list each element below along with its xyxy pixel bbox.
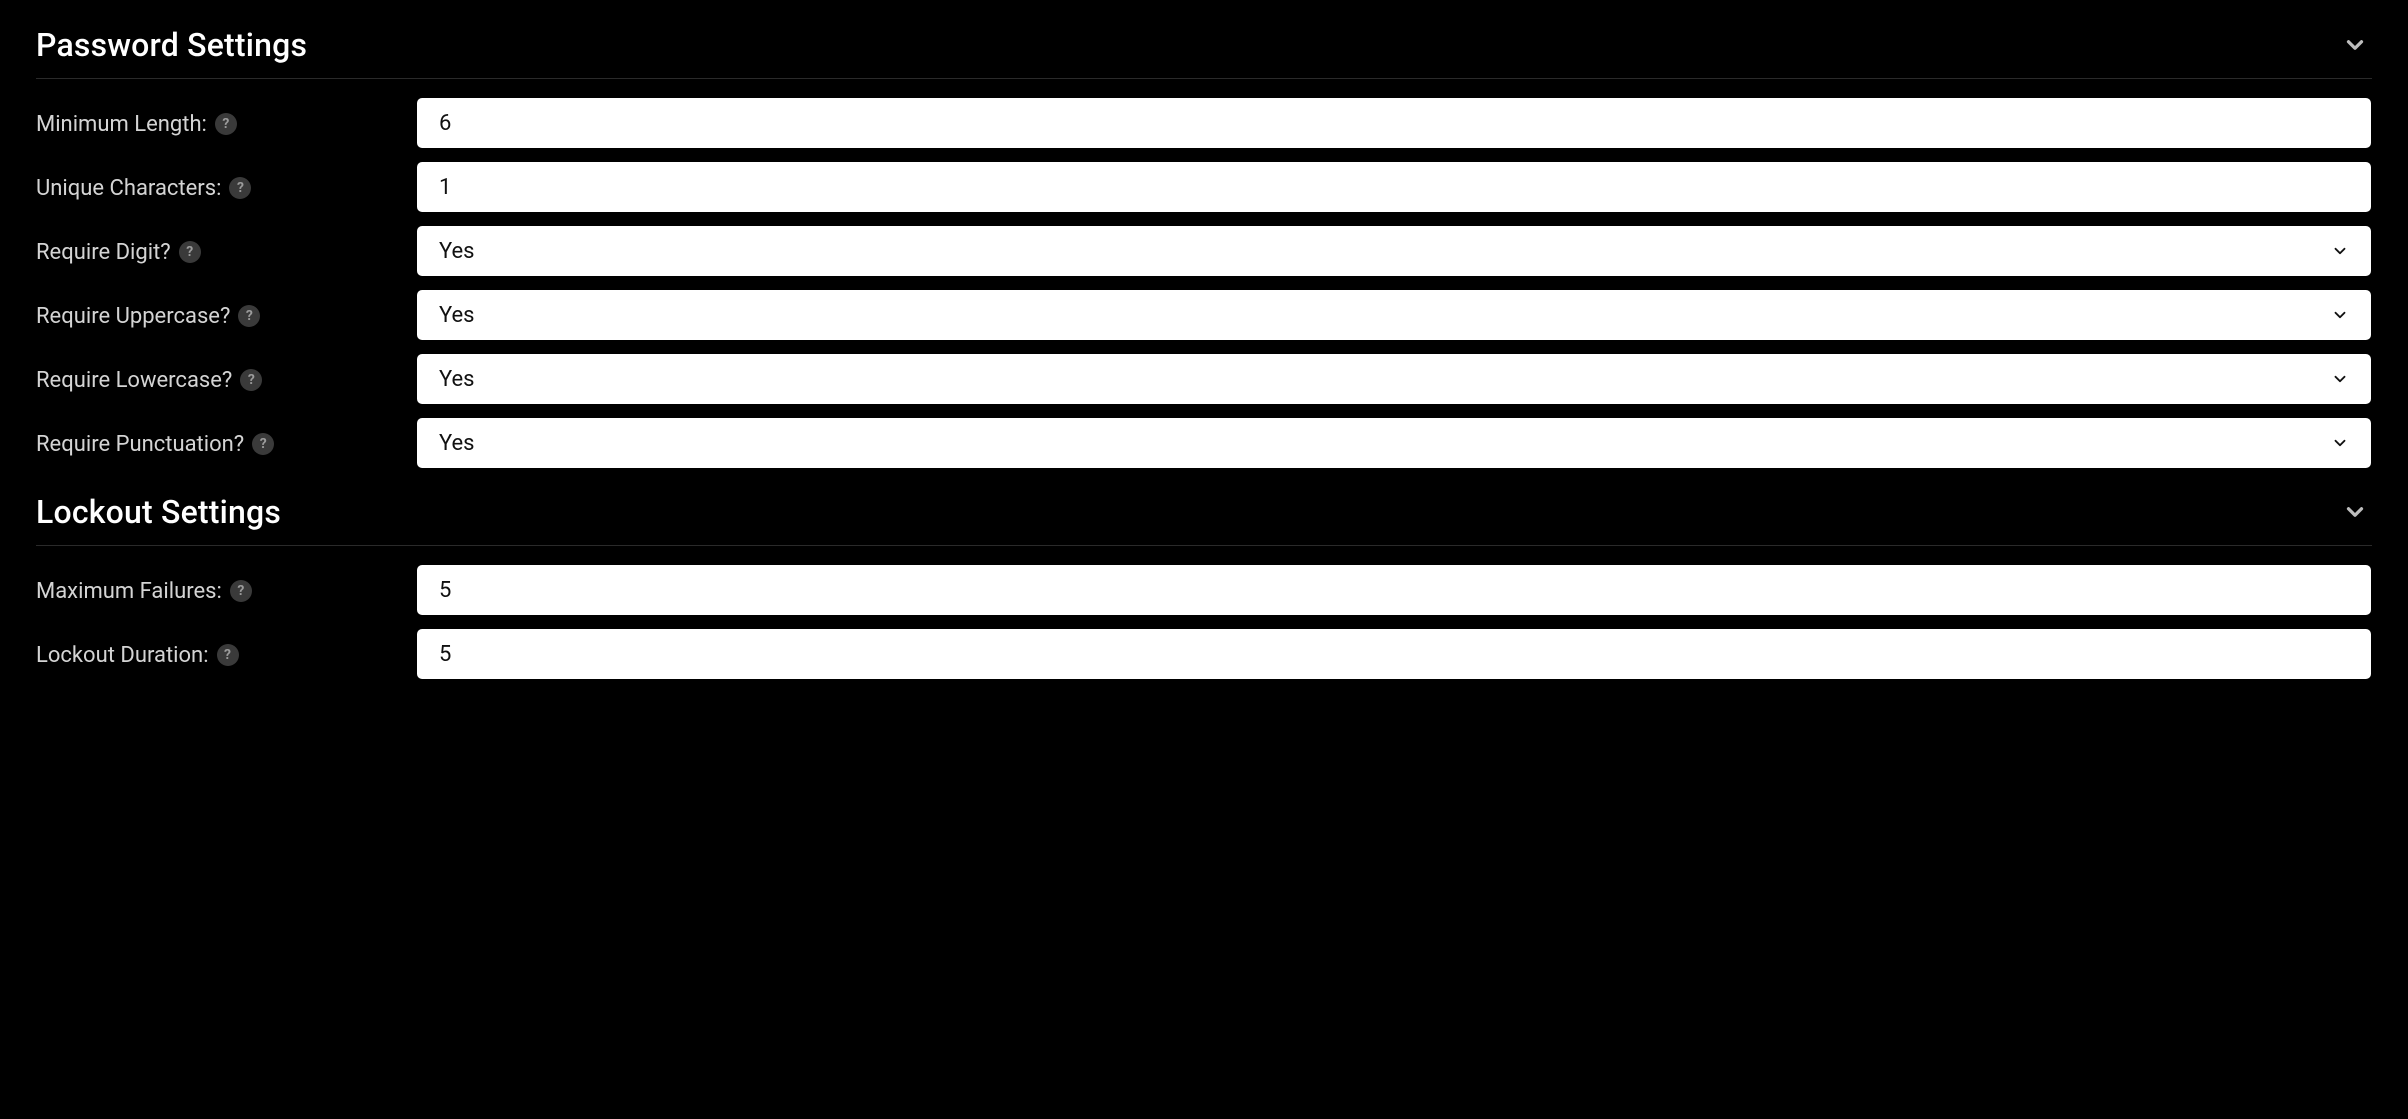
lockout-settings-header: Lockout Settings <box>36 487 2372 546</box>
require-punct-label-cell: Require Punctuation? ? <box>36 430 416 457</box>
max-failures-label-cell: Maximum Failures: ? <box>36 577 416 604</box>
require-lower-select[interactable]: YesNo <box>416 353 2372 405</box>
chevron-down-icon <box>2342 32 2368 58</box>
require-digit-row: Require Digit? ? YesNo <box>36 225 2372 277</box>
min-length-input[interactable] <box>416 97 2372 149</box>
require-digit-select[interactable]: YesNo <box>416 225 2372 277</box>
help-icon[interactable]: ? <box>215 113 237 135</box>
min-length-label: Minimum Length: <box>36 112 207 137</box>
require-punct-select[interactable]: YesNo <box>416 417 2372 469</box>
help-icon[interactable]: ? <box>179 241 201 263</box>
max-failures-control <box>416 564 2372 616</box>
unique-chars-row: Unique Characters: ? <box>36 161 2372 213</box>
password-settings-title: Password Settings <box>36 26 307 64</box>
require-digit-label: Require Digit? <box>36 240 171 265</box>
require-punct-control: YesNo <box>416 417 2372 469</box>
unique-chars-control <box>416 161 2372 213</box>
require-upper-row: Require Uppercase? ? YesNo <box>36 289 2372 341</box>
lockout-duration-row: Lockout Duration: ? <box>36 628 2372 680</box>
require-digit-label-cell: Require Digit? ? <box>36 238 416 265</box>
require-lower-label-cell: Require Lowercase? ? <box>36 366 416 393</box>
max-failures-label: Maximum Failures: <box>36 579 222 604</box>
require-upper-label-cell: Require Uppercase? ? <box>36 302 416 329</box>
require-lower-label: Require Lowercase? <box>36 368 232 393</box>
help-icon[interactable]: ? <box>252 433 274 455</box>
require-lower-row: Require Lowercase? ? YesNo <box>36 353 2372 405</box>
settings-page: Password Settings Minimum Length: ? Uniq… <box>0 0 2408 702</box>
lockout-duration-label-cell: Lockout Duration: ? <box>36 641 416 668</box>
require-upper-label: Require Uppercase? <box>36 304 230 329</box>
require-upper-select[interactable]: YesNo <box>416 289 2372 341</box>
require-digit-control: YesNo <box>416 225 2372 277</box>
require-punct-row: Require Punctuation? ? YesNo <box>36 417 2372 469</box>
unique-chars-label-cell: Unique Characters: ? <box>36 174 416 201</box>
lockout-collapse-toggle[interactable] <box>2338 495 2372 529</box>
help-icon[interactable]: ? <box>229 177 251 199</box>
require-punct-label: Require Punctuation? <box>36 432 244 457</box>
help-icon[interactable]: ? <box>217 644 239 666</box>
password-settings-header: Password Settings <box>36 20 2372 79</box>
min-length-row: Minimum Length: ? <box>36 97 2372 149</box>
lockout-duration-label: Lockout Duration: <box>36 643 209 668</box>
min-length-control <box>416 97 2372 149</box>
lockout-settings-title: Lockout Settings <box>36 493 281 531</box>
lockout-duration-input[interactable] <box>416 628 2372 680</box>
require-upper-control: YesNo <box>416 289 2372 341</box>
password-collapse-toggle[interactable] <box>2338 28 2372 62</box>
help-icon[interactable]: ? <box>238 305 260 327</box>
lockout-duration-control <box>416 628 2372 680</box>
unique-chars-label: Unique Characters: <box>36 176 221 201</box>
unique-chars-input[interactable] <box>416 161 2372 213</box>
min-length-label-cell: Minimum Length: ? <box>36 110 416 137</box>
require-lower-control: YesNo <box>416 353 2372 405</box>
help-icon[interactable]: ? <box>230 580 252 602</box>
max-failures-input[interactable] <box>416 564 2372 616</box>
help-icon[interactable]: ? <box>240 369 262 391</box>
chevron-down-icon <box>2342 499 2368 525</box>
max-failures-row: Maximum Failures: ? <box>36 564 2372 616</box>
